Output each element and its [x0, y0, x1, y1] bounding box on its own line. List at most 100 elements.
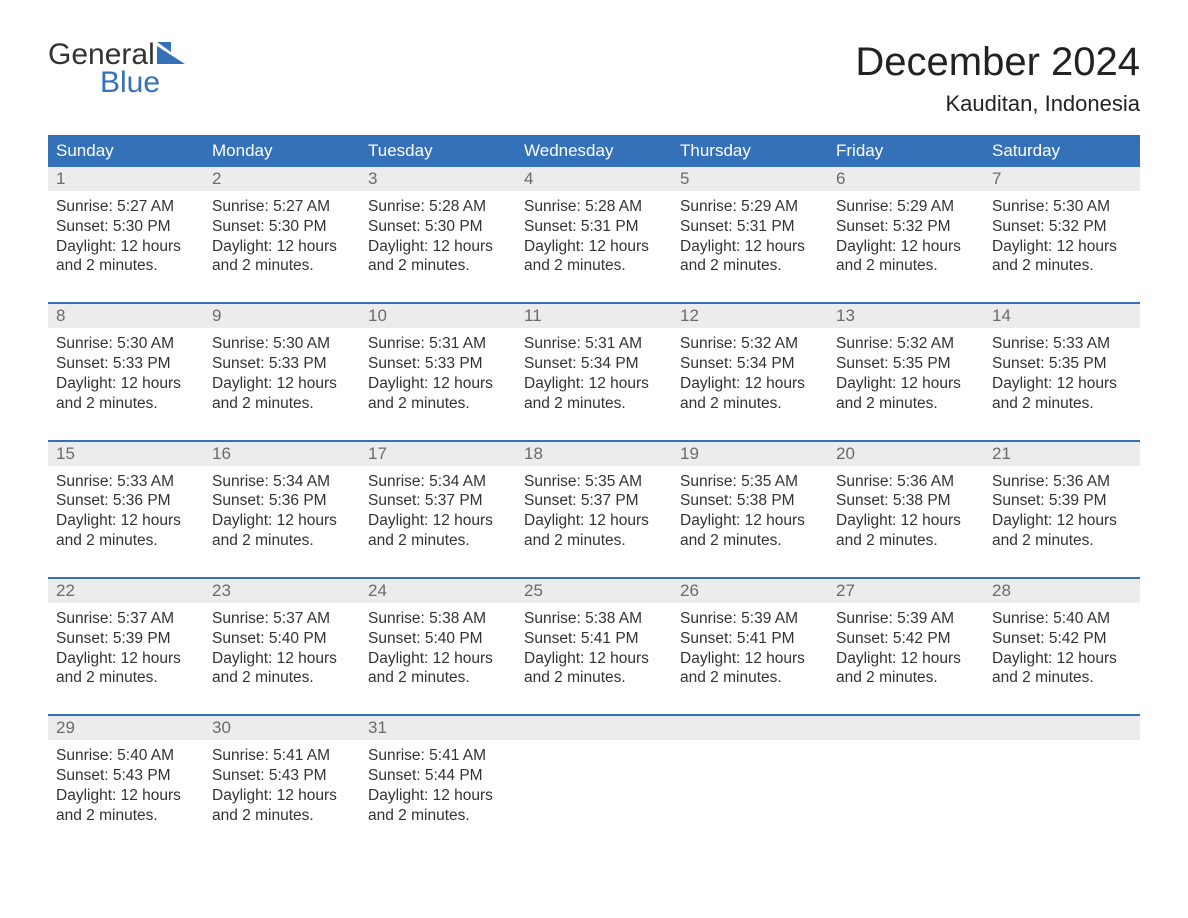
daylight-text: Daylight: 12 hours and 2 minutes.	[680, 374, 820, 414]
sunset-text: Sunset: 5:30 PM	[56, 217, 196, 237]
day-number: 5	[672, 167, 828, 191]
day-cell: Sunrise: 5:32 AMSunset: 5:35 PMDaylight:…	[828, 328, 984, 423]
day-cell: Sunrise: 5:41 AMSunset: 5:43 PMDaylight:…	[204, 740, 360, 835]
daylight-text: Daylight: 12 hours and 2 minutes.	[836, 374, 976, 414]
day-cell: Sunrise: 5:29 AMSunset: 5:32 PMDaylight:…	[828, 191, 984, 286]
day-number	[984, 716, 1140, 740]
sunrise-text: Sunrise: 5:31 AM	[524, 334, 664, 354]
day-number	[516, 716, 672, 740]
day-cell: Sunrise: 5:40 AMSunset: 5:42 PMDaylight:…	[984, 603, 1140, 698]
day-number: 11	[516, 304, 672, 328]
day-cell	[984, 740, 1140, 835]
sunrise-text: Sunrise: 5:39 AM	[836, 609, 976, 629]
daynum-row: 293031	[48, 716, 1140, 740]
sunrise-text: Sunrise: 5:32 AM	[836, 334, 976, 354]
weekday-header: Thursday	[672, 135, 828, 167]
daynum-row: 1234567	[48, 167, 1140, 191]
daylight-text: Daylight: 12 hours and 2 minutes.	[368, 374, 508, 414]
sunrise-text: Sunrise: 5:28 AM	[524, 197, 664, 217]
day-cell	[516, 740, 672, 835]
day-number: 7	[984, 167, 1140, 191]
sunset-text: Sunset: 5:42 PM	[992, 629, 1132, 649]
day-cell: Sunrise: 5:34 AMSunset: 5:36 PMDaylight:…	[204, 466, 360, 561]
day-cell: Sunrise: 5:39 AMSunset: 5:42 PMDaylight:…	[828, 603, 984, 698]
sunrise-text: Sunrise: 5:35 AM	[524, 472, 664, 492]
flag-icon	[157, 40, 187, 70]
daylight-text: Daylight: 12 hours and 2 minutes.	[56, 374, 196, 414]
weekday-header-row: SundayMondayTuesdayWednesdayThursdayFrid…	[48, 135, 1140, 167]
sunset-text: Sunset: 5:31 PM	[524, 217, 664, 237]
daylight-text: Daylight: 12 hours and 2 minutes.	[56, 649, 196, 689]
day-cell: Sunrise: 5:30 AMSunset: 5:33 PMDaylight:…	[204, 328, 360, 423]
day-number	[828, 716, 984, 740]
header: General Blue December 2024 Kauditan, Ind…	[48, 40, 1140, 117]
day-number: 26	[672, 579, 828, 603]
day-number: 24	[360, 579, 516, 603]
sunset-text: Sunset: 5:38 PM	[680, 491, 820, 511]
daylight-text: Daylight: 12 hours and 2 minutes.	[680, 511, 820, 551]
sunset-text: Sunset: 5:30 PM	[368, 217, 508, 237]
sunset-text: Sunset: 5:33 PM	[56, 354, 196, 374]
sunrise-text: Sunrise: 5:34 AM	[368, 472, 508, 492]
daylight-text: Daylight: 12 hours and 2 minutes.	[992, 374, 1132, 414]
day-cell	[672, 740, 828, 835]
day-number: 19	[672, 442, 828, 466]
day-number	[672, 716, 828, 740]
sunrise-text: Sunrise: 5:35 AM	[680, 472, 820, 492]
daylight-text: Daylight: 12 hours and 2 minutes.	[212, 649, 352, 689]
day-cell	[828, 740, 984, 835]
weekday-header: Saturday	[984, 135, 1140, 167]
weekday-header: Sunday	[48, 135, 204, 167]
daylight-text: Daylight: 12 hours and 2 minutes.	[368, 786, 508, 826]
day-cell: Sunrise: 5:36 AMSunset: 5:38 PMDaylight:…	[828, 466, 984, 561]
day-cell: Sunrise: 5:37 AMSunset: 5:40 PMDaylight:…	[204, 603, 360, 698]
day-number: 28	[984, 579, 1140, 603]
sunrise-text: Sunrise: 5:39 AM	[680, 609, 820, 629]
day-number: 14	[984, 304, 1140, 328]
sunrise-text: Sunrise: 5:37 AM	[56, 609, 196, 629]
daynum-row: 22232425262728	[48, 579, 1140, 603]
weekday-header: Wednesday	[516, 135, 672, 167]
sunrise-text: Sunrise: 5:40 AM	[56, 746, 196, 766]
sunset-text: Sunset: 5:41 PM	[524, 629, 664, 649]
calendar-week: 891011121314Sunrise: 5:30 AMSunset: 5:33…	[48, 302, 1140, 423]
sunrise-text: Sunrise: 5:38 AM	[524, 609, 664, 629]
day-number: 9	[204, 304, 360, 328]
sunrise-text: Sunrise: 5:38 AM	[368, 609, 508, 629]
title-block: December 2024 Kauditan, Indonesia	[855, 40, 1140, 117]
sunset-text: Sunset: 5:38 PM	[836, 491, 976, 511]
day-cell: Sunrise: 5:37 AMSunset: 5:39 PMDaylight:…	[48, 603, 204, 698]
day-number: 27	[828, 579, 984, 603]
day-cell: Sunrise: 5:29 AMSunset: 5:31 PMDaylight:…	[672, 191, 828, 286]
day-cell: Sunrise: 5:41 AMSunset: 5:44 PMDaylight:…	[360, 740, 516, 835]
day-number: 23	[204, 579, 360, 603]
daylight-text: Daylight: 12 hours and 2 minutes.	[524, 649, 664, 689]
daylight-text: Daylight: 12 hours and 2 minutes.	[680, 649, 820, 689]
day-cell: Sunrise: 5:38 AMSunset: 5:41 PMDaylight:…	[516, 603, 672, 698]
day-cell: Sunrise: 5:33 AMSunset: 5:35 PMDaylight:…	[984, 328, 1140, 423]
day-number: 20	[828, 442, 984, 466]
sunset-text: Sunset: 5:30 PM	[212, 217, 352, 237]
sunset-text: Sunset: 5:35 PM	[992, 354, 1132, 374]
day-cell: Sunrise: 5:28 AMSunset: 5:31 PMDaylight:…	[516, 191, 672, 286]
day-number: 25	[516, 579, 672, 603]
sunset-text: Sunset: 5:31 PM	[680, 217, 820, 237]
day-cell: Sunrise: 5:40 AMSunset: 5:43 PMDaylight:…	[48, 740, 204, 835]
day-cell: Sunrise: 5:32 AMSunset: 5:34 PMDaylight:…	[672, 328, 828, 423]
day-number: 1	[48, 167, 204, 191]
month-title: December 2024	[855, 40, 1140, 85]
day-cell: Sunrise: 5:35 AMSunset: 5:37 PMDaylight:…	[516, 466, 672, 561]
sunset-text: Sunset: 5:43 PM	[56, 766, 196, 786]
day-cell: Sunrise: 5:33 AMSunset: 5:36 PMDaylight:…	[48, 466, 204, 561]
sunrise-text: Sunrise: 5:40 AM	[992, 609, 1132, 629]
location: Kauditan, Indonesia	[855, 91, 1140, 117]
sunset-text: Sunset: 5:42 PM	[836, 629, 976, 649]
daylight-text: Daylight: 12 hours and 2 minutes.	[56, 237, 196, 277]
day-number: 31	[360, 716, 516, 740]
daylight-text: Daylight: 12 hours and 2 minutes.	[992, 237, 1132, 277]
sunrise-text: Sunrise: 5:28 AM	[368, 197, 508, 217]
calendar-week: 22232425262728Sunrise: 5:37 AMSunset: 5:…	[48, 577, 1140, 698]
sunset-text: Sunset: 5:43 PM	[212, 766, 352, 786]
day-number: 21	[984, 442, 1140, 466]
day-cell: Sunrise: 5:36 AMSunset: 5:39 PMDaylight:…	[984, 466, 1140, 561]
